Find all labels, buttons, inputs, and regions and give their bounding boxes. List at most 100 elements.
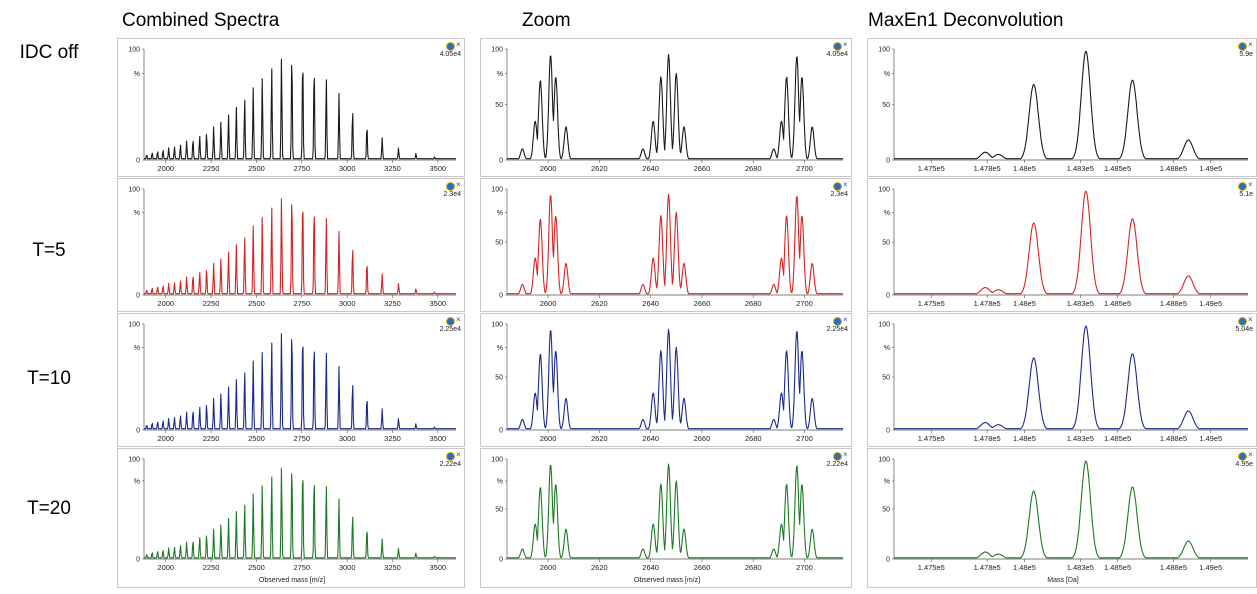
row-label-t10: T=10	[27, 368, 71, 389]
plot-combined-3: 100% 0 2000 2250 2500 2750 3000 3250 3500	[128, 322, 456, 443]
close-icon[interactable]: ×	[843, 180, 848, 189]
x-tick-label: 2640	[642, 563, 659, 572]
panel-deconv-1: 100% 50 0 1.475e5 1.478e5 1.48e5 1.483e5 1.485e…	[867, 38, 1257, 177]
panel-deconv-3: 100% 50 0 1.475e5 1.478e5 1.48e5 1.483e5 1.485e…	[867, 313, 1257, 447]
x-tick-label: 2660	[694, 563, 711, 572]
spectrum-trace	[894, 460, 1248, 559]
y-tick-label: 50	[882, 102, 890, 109]
x-tick-label: 1.49e5	[1199, 563, 1222, 572]
software-logo-icon[interactable]	[446, 317, 455, 326]
x-tick-label: 2750	[293, 164, 310, 173]
software-logo-icon[interactable]	[833, 452, 842, 461]
x-tick-label: 1.49e5	[1199, 299, 1222, 308]
x-tick-label: 3000	[339, 563, 356, 572]
intensity-label: 4.05e4	[826, 51, 848, 58]
panel-deconv-4: 100% 50 0 1.475e5 1.478e5 1.48e5 1.483e5 1.485e…	[867, 448, 1257, 588]
x-tick-label: 1.475e5	[918, 563, 945, 572]
x-tick-label: 1.475e5	[918, 299, 945, 308]
y-tick-label: 50	[495, 102, 503, 109]
software-logo-icon[interactable]	[833, 182, 842, 191]
x-tick-label: 2250	[203, 164, 220, 173]
y-tick-label: 0	[136, 557, 140, 564]
panel-zoom-3: 100% 50 0 2600 2620 2640 2660 2680 2700 × 2.25e4	[480, 313, 852, 447]
x-tick-label: 2700	[796, 434, 813, 443]
close-icon[interactable]: ×	[456, 450, 461, 459]
x-tick-label: 2600	[540, 563, 557, 572]
y-tick-label: %	[497, 71, 503, 78]
software-logo-icon[interactable]	[1238, 42, 1247, 51]
close-icon[interactable]: ×	[1248, 40, 1253, 49]
close-icon[interactable]: ×	[456, 40, 461, 49]
x-axis-title: Observed mass [m/z]	[258, 577, 326, 584]
x-tick-label: 2750	[293, 563, 310, 572]
y-tick-label: 50	[882, 240, 890, 247]
spectrum-trace	[144, 58, 456, 160]
close-icon[interactable]: ×	[456, 180, 461, 189]
intensity-label: 2.22e4	[439, 461, 461, 468]
intensity-label: 2.25e4	[439, 326, 461, 333]
y-tick-label: 50	[882, 507, 890, 514]
x-tick-label: 1.483e5	[1067, 434, 1094, 443]
x-tick-label: 2660	[694, 434, 711, 443]
panel-deconv-2: 100% 50 0 1.475e5 1.478e5 1.48e5 1.483e5 1.485e…	[867, 178, 1257, 312]
close-icon[interactable]: ×	[1248, 450, 1253, 459]
panel-zoom-1: 100% 50 0 2600 2620 2640 2660 2680 2700 × 4.05e4	[480, 38, 852, 177]
x-tick-label: 2620	[591, 164, 608, 173]
y-tick-label: 0	[136, 158, 140, 165]
software-logo-icon[interactable]	[1238, 317, 1247, 326]
x-tick-label: 2000	[157, 434, 174, 443]
close-icon[interactable]: ×	[843, 40, 848, 49]
software-logo-icon[interactable]	[446, 182, 455, 191]
x-tick-label: 2500	[248, 563, 265, 572]
spectrum-trace	[144, 333, 456, 430]
x-tick-label: 1.483e5	[1067, 563, 1094, 572]
row-label-t5: T=5	[32, 240, 66, 261]
y-tick-label: 0	[499, 293, 503, 300]
close-icon[interactable]: ×	[456, 315, 461, 324]
spectrum-trace	[507, 193, 843, 295]
software-logo-icon[interactable]	[1238, 182, 1247, 191]
plot-deconv-4: 100% 50 0 1.475e5 1.478e5 1.48e5 1.483e5 1.485e…	[878, 457, 1248, 572]
x-tick-label: 2500	[248, 164, 265, 173]
panel-combined-3: 100% 0 2000 2250 2500 2750 3000 3250 3500 × 2.25e4	[117, 313, 465, 447]
intensity-label: 5.04e	[1235, 326, 1253, 333]
software-logo-icon[interactable]	[1238, 452, 1247, 461]
close-icon[interactable]: ×	[843, 450, 848, 459]
col-title-zoom: Zoom	[522, 10, 571, 31]
intensity-label: 5.1e	[1239, 191, 1253, 198]
software-logo-icon[interactable]	[446, 42, 455, 51]
x-tick-label: 2750	[293, 434, 310, 443]
y-tick-label: %	[497, 210, 503, 217]
x-tick-label: 3500	[430, 299, 447, 308]
y-tick-label: 100	[878, 457, 890, 464]
x-tick-label: 2680	[745, 563, 762, 572]
y-tick-label: 0	[499, 557, 503, 564]
x-tick-label: 1.48e5	[1013, 164, 1036, 173]
panel-combined-4: 100% 0 2000 2250 2500 2750 3000 3250 3500 × 2.22e4…	[117, 448, 465, 588]
close-icon[interactable]: ×	[1248, 180, 1253, 189]
x-tick-label: 2500	[248, 434, 265, 443]
software-logo-icon[interactable]	[833, 317, 842, 326]
x-tick-label: 1.485e5	[1104, 563, 1131, 572]
y-tick-label: 50	[495, 375, 503, 382]
x-tick-label: 2660	[694, 164, 711, 173]
x-tick-label: 1.485e5	[1104, 164, 1131, 173]
x-tick-label: 1.49e5	[1199, 164, 1222, 173]
software-logo-icon[interactable]	[446, 452, 455, 461]
plot-combined-4: 100% 0 2000 2250 2500 2750 3000 3250 3500	[128, 457, 456, 572]
software-logo-icon[interactable]	[833, 42, 842, 51]
x-tick-label: 1.478e5	[974, 434, 1001, 443]
col-title-deconvolution: MaxEn1 Deconvolution	[868, 10, 1064, 31]
plot-combined-1: 100% 0 2000 2250 2500 2750 3000 3250 3500	[128, 47, 456, 173]
x-tick-label: 2700	[796, 164, 813, 173]
close-icon[interactable]: ×	[843, 315, 848, 324]
y-tick-label: %	[134, 479, 140, 486]
x-tick-label: 2680	[745, 164, 762, 173]
y-tick-label: 100	[128, 457, 140, 464]
close-icon[interactable]: ×	[1248, 315, 1253, 324]
x-tick-label: 2640	[642, 299, 659, 308]
intensity-label: 4.95e	[1235, 461, 1253, 468]
y-tick-label: 100	[878, 187, 890, 194]
x-tick-label: 2640	[642, 434, 659, 443]
x-tick-label: 2680	[745, 434, 762, 443]
